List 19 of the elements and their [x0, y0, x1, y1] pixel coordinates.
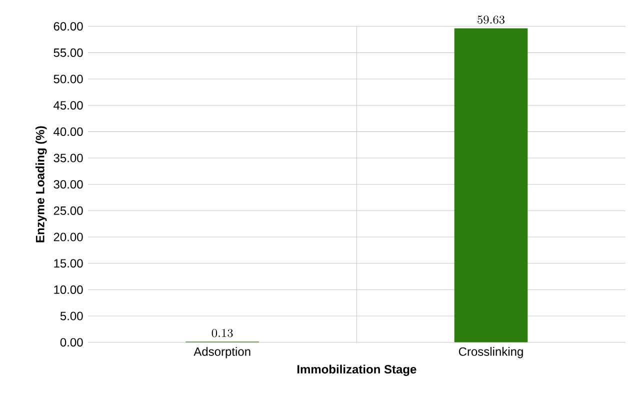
- y-tick-label: 60.00: [54, 22, 83, 31]
- y-axis-title: Enzyme Loading (%): [36, 126, 47, 242]
- x-tick-label: Crosslinking: [458, 347, 523, 358]
- data-label: 0. 13: [212, 328, 233, 338]
- x-axis-title: Immobilization Stage: [297, 364, 416, 376]
- y-tick-label: 20.00: [54, 232, 83, 242]
- y-tick-label: 35.00: [54, 154, 83, 162]
- y-tick-label: 15.00: [54, 259, 83, 268]
- y-tick-label: 50.00: [54, 74, 83, 84]
- y-tick-label: 5.00: [60, 312, 83, 320]
- y-tick-label: 55.00: [54, 48, 83, 57]
- y-tick-label: 40.00: [54, 127, 83, 136]
- data-label: 59.63: [478, 16, 505, 24]
- y-tick-label: 30.00: [54, 180, 83, 189]
- y-tick-label: 45.00: [54, 101, 83, 110]
- y-tick-label: 0.00: [60, 338, 83, 347]
- y-tick-label: 10.00: [54, 285, 83, 294]
- y-tick-label: 25.00: [54, 206, 83, 215]
- x-tick-label: Adsorption: [194, 347, 250, 358]
